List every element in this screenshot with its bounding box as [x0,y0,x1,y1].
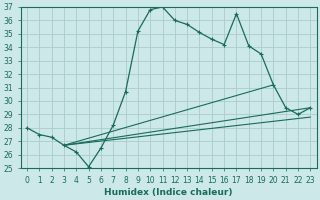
X-axis label: Humidex (Indice chaleur): Humidex (Indice chaleur) [104,188,233,197]
